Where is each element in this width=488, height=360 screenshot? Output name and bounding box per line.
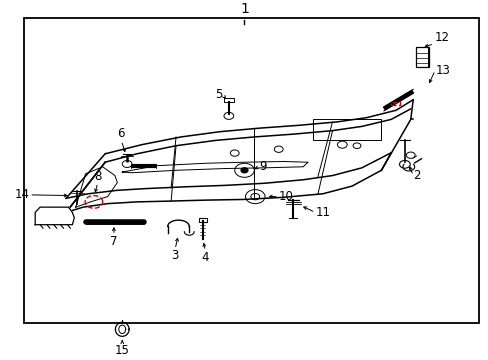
Polygon shape: [35, 207, 74, 225]
Text: 6: 6: [117, 127, 125, 140]
Bar: [312, 120, 381, 140]
Circle shape: [241, 168, 247, 173]
Bar: [24, 18, 478, 323]
Bar: [224, 98, 233, 102]
Text: 15: 15: [115, 344, 129, 357]
Text: 9: 9: [259, 160, 266, 173]
Text: 5: 5: [215, 88, 223, 101]
Text: 3: 3: [171, 249, 179, 262]
Text: 7: 7: [110, 235, 118, 248]
Text: 8: 8: [94, 170, 102, 183]
Text: 13: 13: [434, 64, 449, 77]
Bar: [415, 48, 428, 67]
Text: 12: 12: [433, 31, 448, 44]
Text: 1: 1: [240, 2, 248, 16]
Text: 4: 4: [201, 251, 209, 264]
Text: 11: 11: [315, 206, 330, 219]
Bar: [198, 219, 207, 222]
Text: 14: 14: [14, 188, 29, 201]
Text: 2: 2: [412, 169, 420, 182]
Text: 10: 10: [278, 190, 293, 203]
